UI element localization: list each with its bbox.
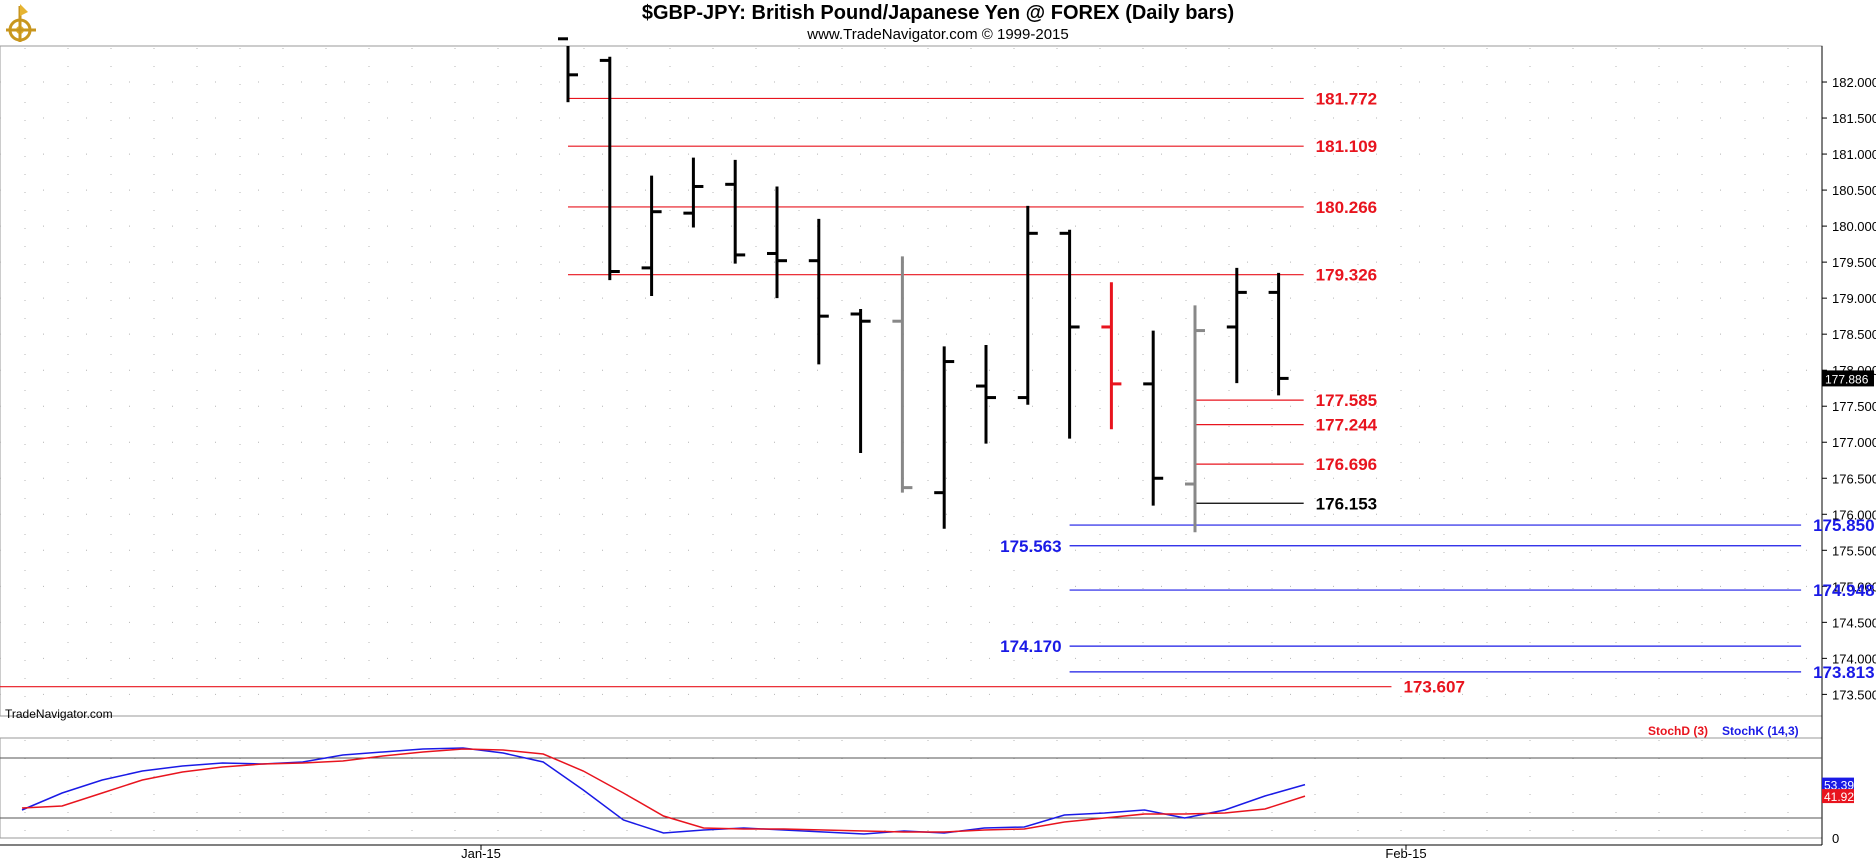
level-label: 173.607: [1403, 678, 1464, 697]
x-tick-label: Jan-15: [461, 846, 501, 861]
y-tick-label: 175.500: [1832, 543, 1876, 558]
legend-stochk: StochK (14,3): [1722, 724, 1799, 738]
y-tick-label: 179.000: [1832, 291, 1876, 306]
level-label: 175.563: [1000, 537, 1061, 556]
level-label: 175.850: [1813, 516, 1874, 535]
oscillator-panel: [0, 737, 1823, 839]
level-label: 179.326: [1316, 266, 1377, 285]
price-panel: [0, 45, 1823, 717]
y-tick-label: 180.500: [1832, 183, 1876, 198]
watermark-text: TradeNavigator.com: [5, 707, 113, 721]
stochk-line: [21, 747, 1306, 835]
level-label: 174.948: [1813, 581, 1874, 600]
y-tick-label: 179.500: [1832, 255, 1876, 270]
level-label: 180.266: [1316, 198, 1377, 217]
level-label: 181.109: [1316, 137, 1377, 156]
y-tick-label: 181.500: [1832, 111, 1876, 126]
y-tick-label: 180.000: [1832, 219, 1876, 234]
stochd-line: [21, 748, 1306, 833]
stochd-value-tag: [1822, 789, 1854, 804]
level-label: 181.772: [1316, 89, 1377, 108]
y-tick-label: 175.000: [1832, 579, 1876, 594]
x-tick-label: Feb-15: [1385, 846, 1426, 861]
chart-subtitle: www.TradeNavigator.com © 1999-2015: [807, 26, 1069, 43]
y-tick-label: 182.000: [1832, 75, 1876, 90]
y-tick-label: 178.500: [1832, 327, 1876, 342]
stochk-value-tag: [1822, 777, 1854, 792]
last-price-tag: [1822, 370, 1874, 387]
osc-y-tick-label: 0: [1832, 831, 1839, 846]
stochd-value-label: 41.92: [1824, 790, 1854, 804]
y-tick-label: 181.000: [1832, 147, 1876, 162]
y-tick-label: 176.500: [1832, 471, 1876, 486]
y-tick-label: 173.500: [1832, 687, 1876, 702]
y-tick-label: 176.000: [1832, 507, 1876, 522]
level-label: 173.813: [1813, 663, 1874, 682]
level-label: 176.696: [1316, 455, 1377, 474]
y-tick-label: 177.000: [1832, 435, 1876, 450]
chart-header: $GBP-JPY: British Pound/Japanese Yen @ F…: [0, 0, 1876, 46]
y-tick-label: 174.000: [1832, 651, 1876, 666]
trade-navigator-logo-icon: [2, 2, 44, 44]
level-label: 177.585: [1316, 391, 1377, 410]
chart-title: $GBP-JPY: British Pound/Japanese Yen @ F…: [641, 2, 1235, 24]
y-tick-label: 177.500: [1832, 399, 1876, 414]
last-price-label: 177.886: [1825, 372, 1869, 386]
level-label: 177.244: [1316, 416, 1378, 435]
legend-stochd: StochD (3): [1648, 724, 1708, 738]
level-label: 176.153: [1316, 494, 1377, 513]
y-tick-label: 174.500: [1832, 615, 1876, 630]
level-label: 174.170: [1000, 637, 1061, 656]
